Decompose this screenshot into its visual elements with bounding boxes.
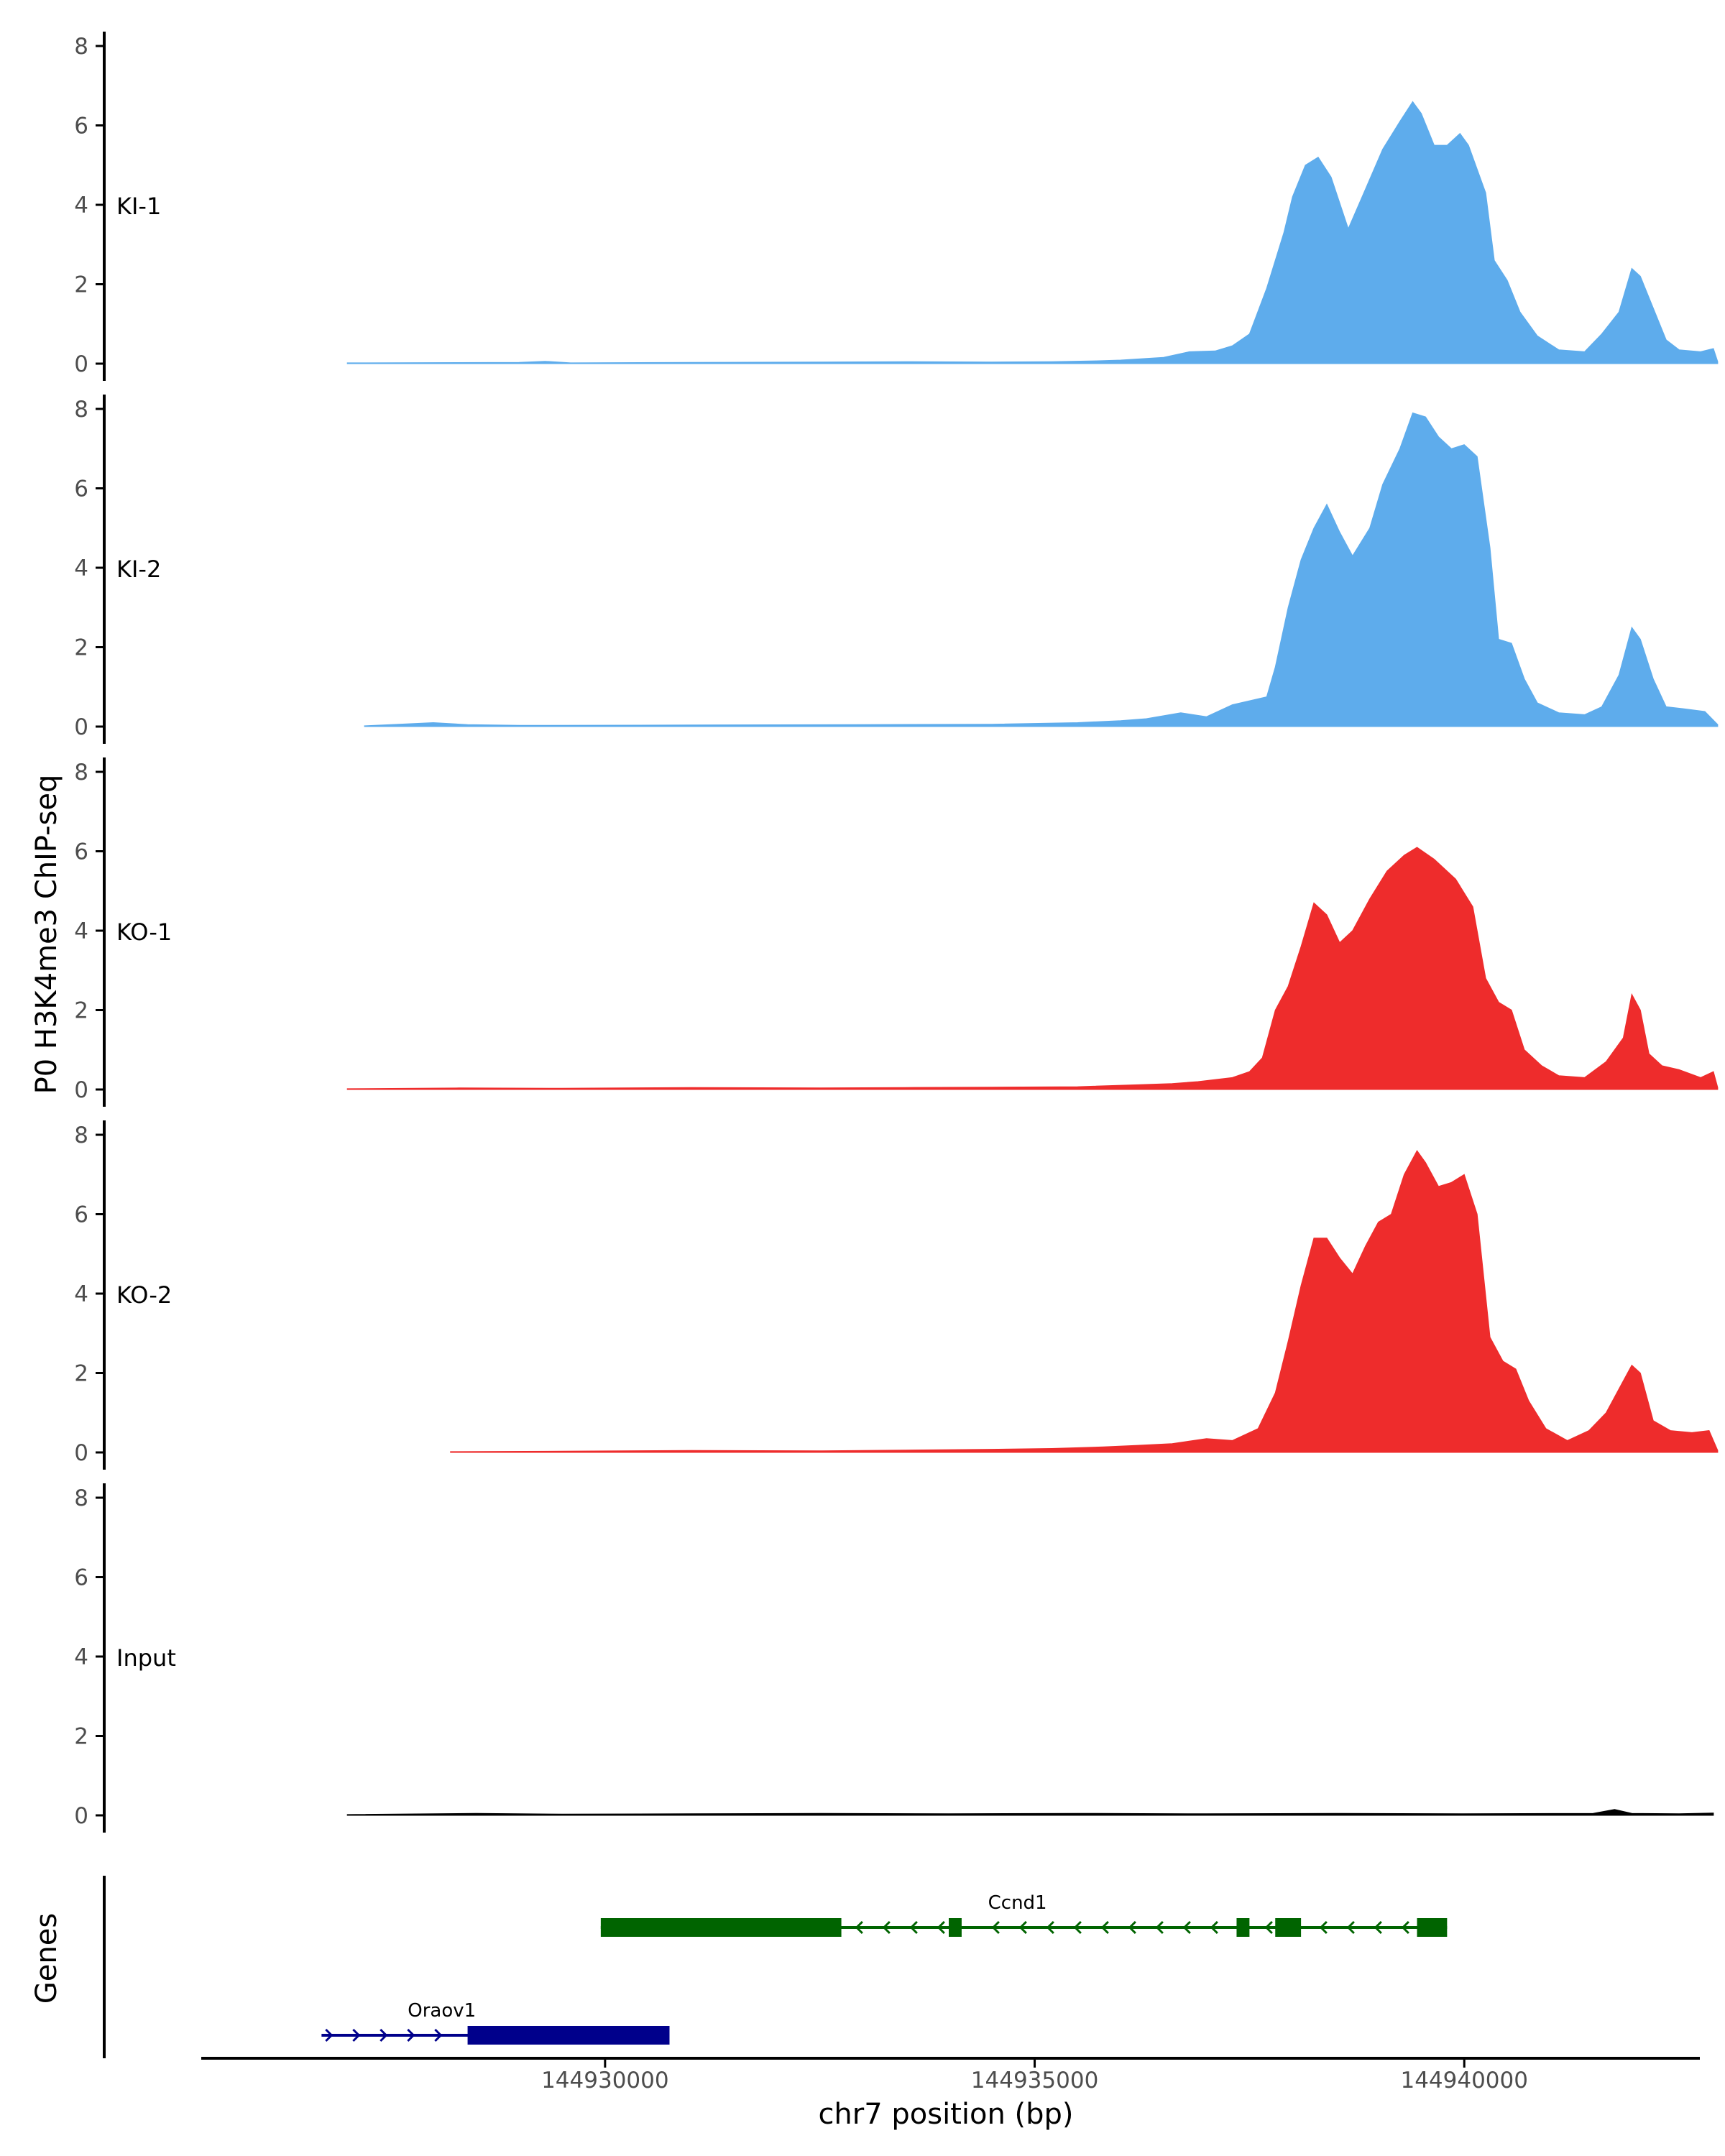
strand-arrow <box>909 1920 918 1935</box>
y-tick-label: 8 <box>74 397 88 423</box>
gene-oraov1: Oraov1 <box>321 2000 670 2045</box>
exon <box>1417 1918 1448 1937</box>
x-tick-label: 144930000 <box>541 2068 669 2093</box>
strand-arrow <box>1046 1920 1054 1935</box>
strand-arrow <box>380 2028 388 2042</box>
strand-arrow <box>1073 1920 1082 1935</box>
exon <box>949 1918 962 1937</box>
gene-label-ccnd1: Ccnd1 <box>988 1892 1047 1914</box>
coverage-area-ki-2 <box>364 412 1719 727</box>
gene-ccnd1: Ccnd1 <box>600 1892 1448 1937</box>
y-tick-label: 2 <box>74 272 88 298</box>
track-label-ko-1: KO-1 <box>116 918 172 946</box>
strand-arrow <box>407 2028 415 2042</box>
strand-arrow <box>1346 1920 1355 1935</box>
strand-arrow <box>1401 1920 1409 1935</box>
y-tick-label: 0 <box>74 1440 88 1466</box>
y-tick-label: 8 <box>74 760 88 786</box>
y-tick-label: 6 <box>74 1565 88 1591</box>
strand-arrow <box>855 1920 863 1935</box>
coverage-area-ko-2 <box>450 1150 1719 1453</box>
track-panel-ki-2: 0 2 4 6 8 KI-2 <box>74 395 1719 744</box>
track-panel-ko-2: 0 2 4 6 8 KO-2 <box>74 1120 1719 1470</box>
strand-arrow <box>1374 1920 1382 1935</box>
y-tick-label: 4 <box>74 1644 88 1670</box>
track-label-ko-2: KO-2 <box>116 1281 172 1309</box>
y-tick-label: 8 <box>74 1485 88 1511</box>
strand-arrow <box>1128 1920 1136 1935</box>
strand-arrow <box>1100 1920 1109 1935</box>
exon <box>1275 1918 1302 1937</box>
gene-label-oraov1: Oraov1 <box>408 2000 476 2022</box>
y-tick-label: 6 <box>74 1202 88 1228</box>
strand-arrow <box>1210 1920 1218 1935</box>
coverage-area-ko-1 <box>346 847 1719 1090</box>
y-tick-label: 4 <box>74 556 88 581</box>
x-axis: 144930000 144935000 144940000 <box>201 2057 1700 2093</box>
strand-arrow <box>1319 1920 1328 1935</box>
strand-arrow <box>1182 1920 1191 1935</box>
y-tick-label: 0 <box>74 1077 88 1103</box>
x-tick-label: 144940000 <box>1400 2068 1528 2093</box>
y-tick-label: 6 <box>74 476 88 502</box>
y-tick-label: 0 <box>74 1803 88 1829</box>
coverage-area-input <box>346 1809 1714 1816</box>
exon <box>467 2026 670 2045</box>
track-panel-ko-1: 0 2 4 6 8 KO-1 <box>74 757 1719 1107</box>
strand-arrow <box>1018 1920 1027 1935</box>
exon <box>600 1918 842 1937</box>
strand-arrow <box>1264 1920 1273 1935</box>
y-tick-label: 2 <box>74 635 88 661</box>
track-label-ki-2: KI-2 <box>116 556 161 583</box>
y-tick-label: 6 <box>74 114 88 139</box>
track-panel-input: 0 2 4 6 8 Input <box>74 1483 1714 1833</box>
strand-arrow <box>325 2028 334 2042</box>
strand-arrow <box>991 1920 1000 1935</box>
y-tick-label: 0 <box>74 351 88 377</box>
y-tick-label: 2 <box>74 998 88 1024</box>
y-tick-label: 2 <box>74 1361 88 1387</box>
gene-annotation-panel: Ccnd1 Oraov1 144930000 144935000 144940000 <box>103 1876 1700 2093</box>
y-tick-label: 8 <box>74 34 88 60</box>
y-tick-label: 4 <box>74 193 88 218</box>
y-tick-label: 4 <box>74 1281 88 1307</box>
exon <box>1236 1918 1250 1937</box>
y-tick-label: 6 <box>74 839 88 865</box>
track-panel-ki-1: 0 2 4 6 8 KI-1 <box>74 32 1719 381</box>
y-tick-label: 8 <box>74 1123 88 1148</box>
coverage-tracks: 0 2 4 6 8 KI-1 0 2 4 6 8 KI-2 0 2 4 6 8 KO-1 0 2 4 6 8 KO-2 0 2 4 6… <box>74 32 1719 1833</box>
coverage-area-ki-1 <box>346 101 1719 364</box>
strand-arrow <box>434 2028 443 2042</box>
strand-arrow <box>882 1920 891 1935</box>
x-axis-title: chr7 position (bp) <box>818 2098 1073 2131</box>
y-axis-title: P0 H3K4me3 ChIP-seq <box>30 775 63 1095</box>
genes-axis-title: Genes <box>30 1913 63 2004</box>
track-label-input: Input <box>116 1644 176 1672</box>
track-label-ki-1: KI-1 <box>116 193 161 220</box>
strand-arrow <box>352 2028 361 2042</box>
strand-arrow <box>937 1920 945 1935</box>
y-tick-label: 4 <box>74 918 88 944</box>
x-tick-label: 144935000 <box>971 2068 1099 2093</box>
strand-arrow <box>1155 1920 1164 1935</box>
y-tick-label: 2 <box>74 1724 88 1750</box>
y-tick-label: 0 <box>74 714 88 740</box>
